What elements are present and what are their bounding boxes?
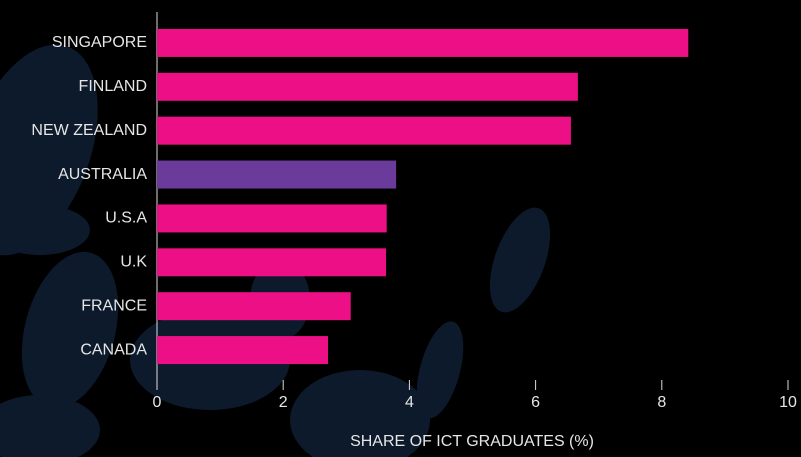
y-tick-label: FRANCE	[81, 297, 147, 314]
bar	[157, 204, 387, 233]
decor-shape	[0, 395, 100, 457]
decor-shape	[21, 251, 119, 409]
decor-shape	[0, 205, 90, 255]
bar	[157, 116, 571, 145]
bar	[157, 72, 578, 101]
x-tick-label: 2	[279, 394, 288, 411]
bar	[157, 160, 397, 189]
bar	[157, 336, 329, 365]
y-tick-label: NEW ZEALAND	[31, 122, 147, 139]
decor-shape	[0, 44, 98, 256]
x-tick-label: 6	[531, 394, 540, 411]
decor-shape	[290, 370, 430, 457]
y-tick-label: SINGAPORE	[52, 34, 147, 51]
bar	[157, 248, 387, 277]
x-tick-label: 4	[405, 394, 414, 411]
x-tick-label: 10	[779, 394, 797, 411]
y-tick-label: CANADA	[80, 341, 147, 358]
x-tick-label: 8	[657, 394, 666, 411]
y-tick-label: FINLAND	[79, 78, 147, 95]
y-tick-label: U.K	[120, 254, 147, 271]
bar	[157, 28, 689, 57]
bar	[157, 292, 351, 321]
y-tick-label: AUSTRALIA	[58, 166, 147, 183]
decor-shape	[489, 207, 551, 313]
x-axis-title: SHARE OF ICT GRADUATES (%)	[350, 433, 594, 450]
x-tick-label: 0	[153, 394, 162, 411]
y-tick-label: U.S.A	[105, 210, 147, 227]
decor-shape	[416, 321, 464, 419]
